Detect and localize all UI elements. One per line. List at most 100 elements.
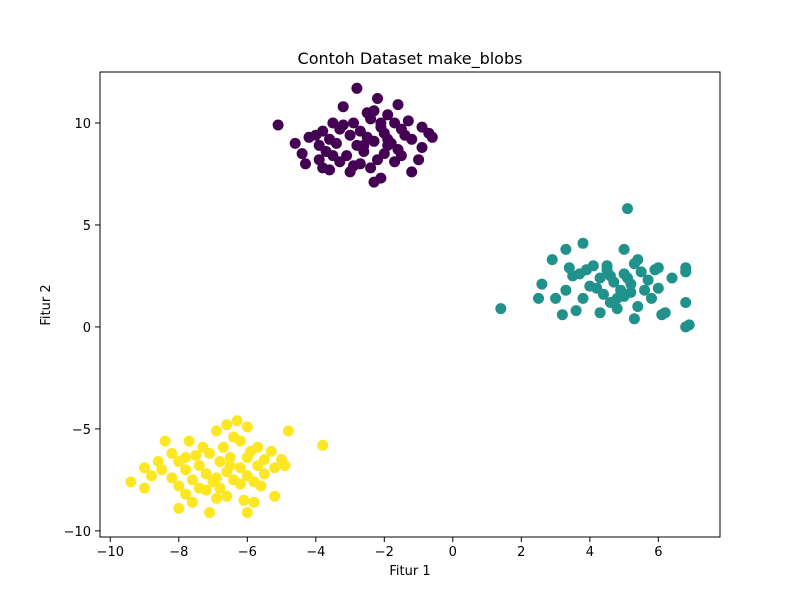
- data-point: [190, 449, 202, 461]
- data-point: [152, 456, 164, 467]
- data-point: [372, 93, 383, 104]
- data-point: [375, 117, 387, 129]
- data-point: [622, 272, 633, 284]
- points-layer: [125, 82, 695, 518]
- data-point: [180, 464, 192, 476]
- data-point: [536, 278, 548, 290]
- x-tick-label: −6: [238, 545, 257, 560]
- y-tick-label: 0: [83, 321, 91, 336]
- data-point: [392, 99, 404, 111]
- data-point: [368, 105, 380, 117]
- data-point: [577, 292, 589, 304]
- data-point: [635, 266, 647, 278]
- y-tick-label: −5: [72, 423, 91, 438]
- data-point: [159, 435, 171, 447]
- data-point: [567, 270, 579, 282]
- y-tick-label: 5: [83, 219, 91, 234]
- data-point: [173, 502, 185, 514]
- data-point: [577, 237, 589, 249]
- data-point: [330, 137, 342, 149]
- data-point: [234, 478, 246, 490]
- x-tick-label: −2: [375, 545, 394, 560]
- data-point: [224, 452, 236, 463]
- data-point: [423, 127, 435, 139]
- data-point: [187, 496, 198, 508]
- data-point: [611, 292, 623, 304]
- data-point: [166, 447, 178, 459]
- data-point: [639, 284, 651, 296]
- data-point: [666, 272, 678, 284]
- data-point: [618, 243, 630, 255]
- data-point: [683, 319, 695, 331]
- data-point: [272, 119, 284, 131]
- data-point: [402, 115, 414, 127]
- data-point: [166, 472, 178, 484]
- data-point: [183, 435, 195, 447]
- x-tick-label: 4: [586, 545, 594, 560]
- data-point: [348, 160, 359, 172]
- data-point: [173, 480, 185, 492]
- data-point: [622, 203, 633, 215]
- data-point: [204, 507, 216, 518]
- data-point: [533, 292, 544, 304]
- data-point: [238, 494, 250, 506]
- data-point: [200, 468, 212, 480]
- data-point: [389, 156, 401, 168]
- y-axis-ticks: −10 −5 0 5 10: [64, 117, 100, 540]
- data-point: [406, 133, 418, 145]
- data-point: [245, 445, 257, 457]
- data-point: [279, 460, 291, 472]
- data-point: [368, 135, 380, 147]
- x-tick-label: 0: [449, 545, 457, 560]
- data-point: [200, 484, 212, 496]
- data-point: [204, 447, 216, 459]
- data-point: [224, 460, 236, 472]
- data-point: [180, 488, 192, 500]
- data-point: [289, 137, 301, 149]
- data-point: [211, 425, 222, 437]
- data-point: [145, 470, 157, 482]
- data-point: [392, 144, 404, 155]
- data-point: [406, 166, 418, 178]
- data-point: [560, 284, 572, 296]
- data-point: [214, 482, 226, 494]
- data-point: [570, 305, 582, 317]
- data-point: [269, 490, 281, 502]
- data-point: [265, 445, 277, 457]
- chart-title: Contoh Dataset make_blobs: [298, 49, 523, 69]
- data-point: [382, 109, 394, 121]
- data-point: [413, 154, 425, 166]
- data-point: [368, 176, 380, 188]
- data-point: [248, 496, 260, 508]
- data-point: [646, 292, 657, 304]
- data-point: [125, 476, 137, 488]
- y-axis-label: Fitur 2: [39, 284, 54, 325]
- plot-frame: [99, 71, 721, 538]
- data-point: [546, 254, 558, 266]
- data-point: [358, 139, 370, 151]
- data-point: [282, 425, 294, 437]
- data-point: [324, 164, 335, 176]
- data-point: [649, 264, 661, 276]
- data-point: [258, 468, 270, 480]
- data-point: [221, 419, 233, 431]
- data-point: [231, 415, 243, 427]
- data-point: [372, 154, 383, 166]
- data-point: [642, 274, 654, 286]
- data-point: [604, 270, 616, 282]
- x-tick-label: −4: [306, 545, 325, 560]
- data-point: [615, 284, 627, 296]
- data-point: [241, 421, 253, 433]
- data-point: [337, 119, 349, 131]
- y-tick-label: −10: [64, 525, 91, 540]
- data-point: [560, 243, 572, 255]
- data-point: [173, 456, 185, 467]
- data-point: [611, 303, 623, 315]
- data-point: [348, 117, 359, 129]
- data-point: [214, 456, 226, 467]
- data-point: [628, 313, 640, 325]
- data-point: [550, 292, 562, 304]
- data-point: [252, 460, 264, 472]
